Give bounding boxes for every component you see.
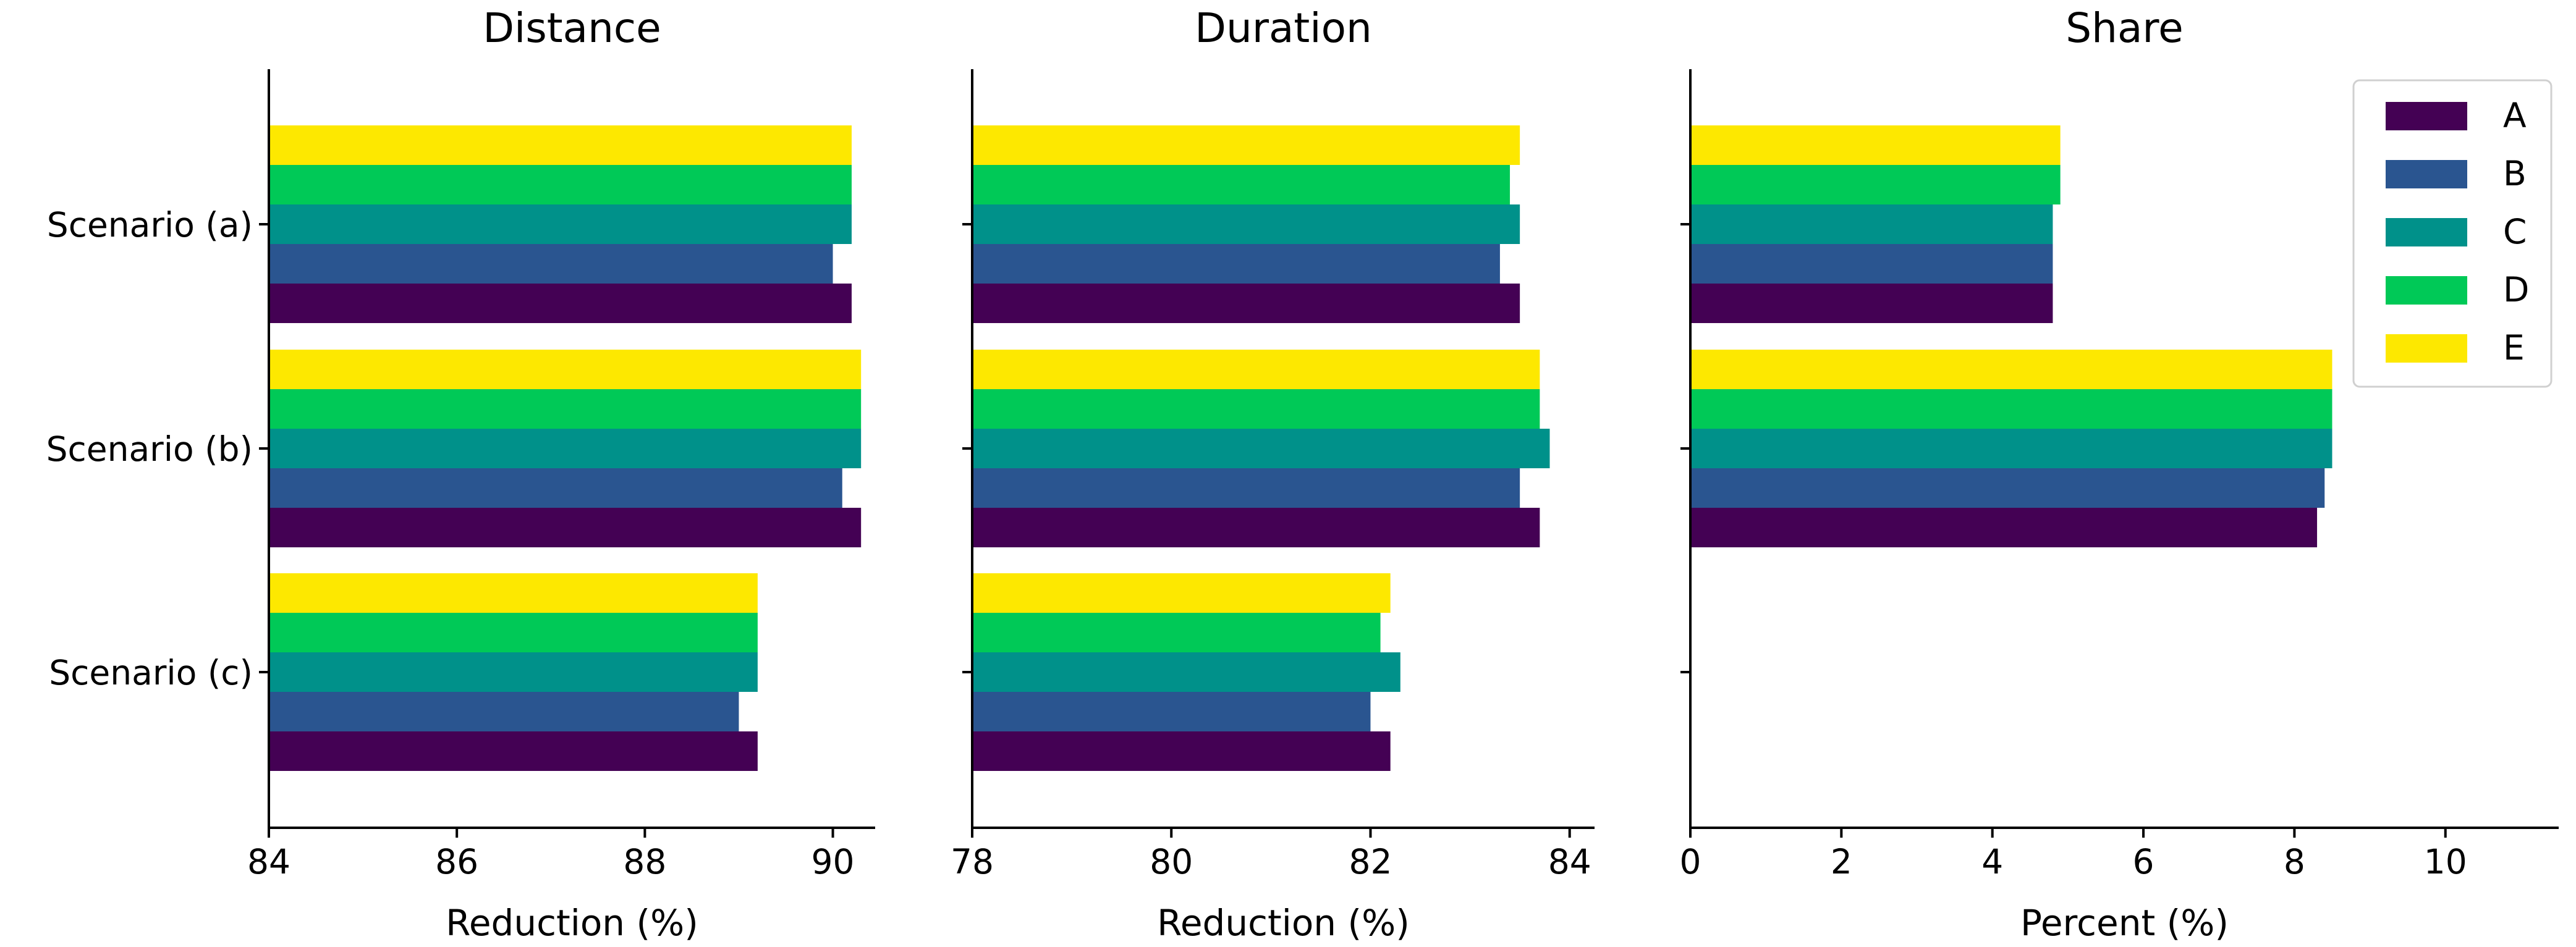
x-tick-label: 78 xyxy=(951,842,994,882)
x-axis-label: Percent (%) xyxy=(2020,902,2229,944)
legend-label-d: D xyxy=(2503,270,2529,309)
x-tick-label: 88 xyxy=(623,842,666,882)
bar-c-1 xyxy=(972,204,1520,244)
x-tick-label: 4 xyxy=(1981,842,2003,882)
bar-c-1 xyxy=(1690,204,2053,244)
legend-swatch-e xyxy=(2386,334,2467,363)
bar-b-1 xyxy=(972,244,1500,284)
category-label: Scenario (a) xyxy=(47,205,253,245)
x-tick-label: 90 xyxy=(811,842,855,882)
panel-title: Share xyxy=(2065,4,2183,52)
category-label: Scenario (c) xyxy=(49,653,253,692)
x-axis-label: Reduction (%) xyxy=(1157,902,1410,944)
bar-e-3 xyxy=(269,573,758,613)
legend-label-c: C xyxy=(2503,212,2527,251)
bar-c-2 xyxy=(1690,429,2332,468)
bar-a-1 xyxy=(269,284,852,323)
bar-d-3 xyxy=(269,613,758,652)
bar-b-1 xyxy=(269,244,833,284)
bar-d-2 xyxy=(269,389,862,429)
bar-b-1 xyxy=(1690,244,2053,284)
bar-e-2 xyxy=(1690,350,2332,389)
bar-e-1 xyxy=(269,125,852,165)
bar-a-2 xyxy=(1690,508,2318,547)
x-axis-label: Reduction (%) xyxy=(446,902,698,944)
legend-swatch-d xyxy=(2386,276,2467,305)
bar-e-2 xyxy=(972,350,1540,389)
panel-1: Distance 84 86 88 90 Scenario (a) Scenario (b)… xyxy=(46,4,875,944)
category-label: Scenario (b) xyxy=(46,429,253,469)
x-tick-label: 82 xyxy=(1349,842,1392,882)
bar-b-2 xyxy=(1690,468,2325,508)
bar-c-2 xyxy=(269,429,862,468)
legend-label-b: B xyxy=(2503,154,2527,193)
bar-e-1 xyxy=(972,125,1520,165)
bar-a-2 xyxy=(972,508,1540,547)
legend-swatch-a xyxy=(2386,102,2467,130)
x-tick-label: 2 xyxy=(1831,842,1852,882)
bar-d-1 xyxy=(972,165,1510,204)
x-tick-label: 6 xyxy=(2133,842,2154,882)
bar-a-1 xyxy=(972,284,1520,323)
bar-c-2 xyxy=(972,429,1550,468)
panel-title: Duration xyxy=(1195,4,1372,52)
bar-b-3 xyxy=(972,692,1371,731)
bar-b-2 xyxy=(269,468,842,508)
bar-e-2 xyxy=(269,350,862,389)
x-tick-label: 8 xyxy=(2284,842,2305,882)
bar-e-3 xyxy=(972,573,1391,613)
bar-d-1 xyxy=(1690,165,2061,204)
x-tick-label: 84 xyxy=(1548,842,1591,882)
legend-label-e: E xyxy=(2503,328,2525,368)
bar-e-1 xyxy=(1690,125,2061,165)
x-tick-label: 84 xyxy=(247,842,290,882)
legend-swatch-b xyxy=(2386,160,2467,188)
panel-2: Duration 78 80 82 84 Reduction (%) xyxy=(951,4,1595,944)
bar-a-3 xyxy=(972,731,1391,771)
bar-d-1 xyxy=(269,165,852,204)
bar-b-2 xyxy=(972,468,1520,508)
legend-swatch-c xyxy=(2386,218,2467,246)
bar-c-3 xyxy=(972,652,1400,692)
bar-a-2 xyxy=(269,508,862,547)
x-tick-label: 0 xyxy=(1680,842,1701,882)
bar-d-2 xyxy=(972,389,1540,429)
bar-d-3 xyxy=(972,613,1381,652)
bar-c-1 xyxy=(269,204,852,244)
x-tick-label: 10 xyxy=(2424,842,2467,882)
bar-d-2 xyxy=(1690,389,2332,429)
x-tick-label: 80 xyxy=(1150,842,1193,882)
bar-c-3 xyxy=(269,652,758,692)
bar-a-1 xyxy=(1690,284,2053,323)
legend-label-a: A xyxy=(2503,96,2527,135)
bar-b-3 xyxy=(269,692,739,731)
x-tick-label: 86 xyxy=(435,842,478,882)
bar-a-3 xyxy=(269,731,758,771)
panel-title: Distance xyxy=(483,4,661,52)
